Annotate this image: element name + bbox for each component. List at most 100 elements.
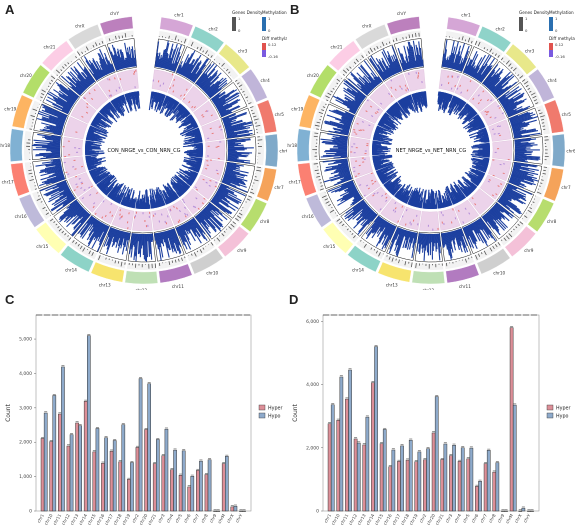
methylation-bar xyxy=(203,72,222,92)
gene-density-mark xyxy=(72,239,75,243)
methylation-bar xyxy=(40,172,64,181)
gene-density-mark xyxy=(380,46,382,48)
diff-methylation-mark xyxy=(374,112,377,115)
gene-density-mark xyxy=(521,79,526,82)
methylation-bar xyxy=(216,101,226,109)
methylation-bar xyxy=(381,224,393,245)
methylation-bar xyxy=(459,45,470,72)
gene-density-track xyxy=(391,30,421,43)
gene-density-mark xyxy=(542,173,546,175)
methylation-bar xyxy=(360,85,370,94)
methylation-bar xyxy=(220,183,230,188)
diff-methylation-track xyxy=(488,119,512,142)
hypo-bar xyxy=(504,510,508,512)
x-tick-label: chr15 xyxy=(374,513,385,526)
methylation-bar xyxy=(206,77,227,96)
methylation-bar xyxy=(421,233,424,249)
methylation-bar xyxy=(418,54,422,67)
methylation-bar xyxy=(60,203,80,220)
diff-methylation-mark xyxy=(491,128,495,131)
gene-density-mark xyxy=(530,92,536,96)
gene-density-track xyxy=(312,100,328,130)
methylation-bar xyxy=(124,232,129,248)
methylation-bar xyxy=(36,118,64,127)
gene-density-mark xyxy=(181,257,183,261)
hypo-bar xyxy=(426,448,430,512)
center-label: NET_NRGE_vs_NET_NRN_CG xyxy=(396,148,467,154)
methylation-bar xyxy=(214,94,230,106)
methylation-bar xyxy=(227,155,239,158)
diff-methylation-track xyxy=(380,198,406,224)
methylation-bar xyxy=(222,179,231,184)
methylation-bar xyxy=(426,233,428,246)
chromosome-label: chr1 xyxy=(174,12,184,17)
methylation-bar xyxy=(365,217,382,240)
hypo-bar xyxy=(408,439,413,512)
diff-methylation-mark xyxy=(388,92,391,95)
legend-swatch xyxy=(258,412,266,419)
methylation-bar xyxy=(454,230,460,247)
methylation-bar xyxy=(500,88,522,104)
hypo-bar xyxy=(112,440,117,512)
methylation-bar xyxy=(334,153,348,155)
gene-density-mark xyxy=(32,108,38,111)
methylation-bar xyxy=(375,222,391,247)
diff-methylation-mark xyxy=(177,220,180,224)
methylation-bar xyxy=(365,216,381,235)
methylation-bar xyxy=(221,180,237,188)
methylation-bar xyxy=(455,229,462,246)
methylation-bar xyxy=(445,56,449,68)
methylation-bar xyxy=(178,54,190,75)
methylation-bar-inner xyxy=(470,179,479,187)
gene-density-mark xyxy=(316,172,320,175)
methylation-bar xyxy=(66,208,85,228)
methylation-bar xyxy=(56,180,67,186)
methylation-bar xyxy=(208,88,219,97)
diff-methylation-mark xyxy=(464,207,467,210)
methylation-bar xyxy=(479,65,492,82)
methylation-bar xyxy=(381,221,388,232)
hyper-bar xyxy=(144,429,148,512)
methylation-bar xyxy=(356,83,369,95)
chromosome-label: chr4 xyxy=(547,78,557,83)
methylation-bar xyxy=(190,73,197,81)
methylation-bar xyxy=(214,98,226,106)
gene-density-tick: 1 xyxy=(525,16,528,21)
methylation-bar xyxy=(117,231,124,253)
methylation-bar xyxy=(190,219,206,240)
methylation-bar xyxy=(227,147,254,149)
methylation-bar xyxy=(151,233,154,241)
methylation-bar xyxy=(501,98,514,106)
methylation-bar xyxy=(343,87,363,102)
x-tick-label: chr14 xyxy=(78,513,89,526)
chromosome-label: chr18 xyxy=(0,143,10,148)
methylation-bar xyxy=(486,212,494,221)
methylation-bar xyxy=(366,217,382,236)
gene-density-mark xyxy=(331,206,333,209)
methylation-bar xyxy=(473,67,480,78)
methylation-bar xyxy=(217,190,239,204)
gene-density-mark xyxy=(234,79,238,82)
diff-methylation-mark xyxy=(215,181,218,184)
methylation-bar xyxy=(514,155,540,159)
methylation-bar xyxy=(63,187,70,192)
methylation-bar xyxy=(186,222,192,230)
methylation-bar xyxy=(41,175,65,184)
gene-density-tick: 0 xyxy=(238,28,241,33)
methylation-bar xyxy=(214,194,223,200)
methylation-bar xyxy=(69,199,77,206)
methylation-bar xyxy=(353,209,373,229)
hypo-bar xyxy=(478,481,482,512)
methylation-bar xyxy=(82,71,93,85)
methylation-bar xyxy=(179,225,186,236)
hypo-bar xyxy=(164,428,169,512)
gene-density-mark xyxy=(321,195,327,198)
methylation-bar xyxy=(71,209,86,225)
methylation-bar xyxy=(514,138,537,142)
methylation-bar xyxy=(66,193,73,198)
gene-density-mark xyxy=(314,132,319,134)
diff-methylation-mark xyxy=(492,174,495,177)
gene-density-mark xyxy=(512,67,517,72)
x-tick-label: chr7 xyxy=(191,513,200,524)
methylation-bar xyxy=(378,223,391,244)
